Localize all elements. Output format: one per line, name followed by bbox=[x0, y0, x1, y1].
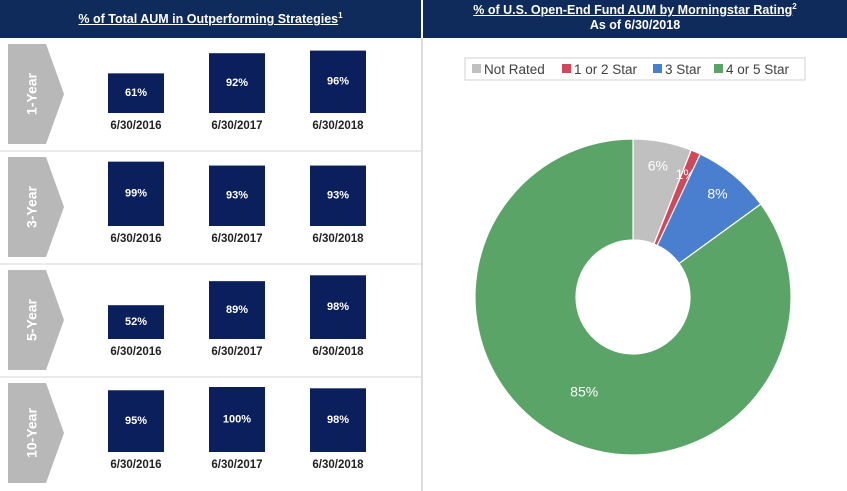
right-panel-header: % of U.S. Open-End Fund AUM by Morningst… bbox=[423, 0, 847, 38]
x-tick-label: 6/30/2018 bbox=[312, 346, 364, 358]
slice-value-label: 8% bbox=[707, 186, 727, 202]
bar bbox=[209, 387, 265, 452]
left-panel-title: % of Total AUM in Outperforming Strategi… bbox=[78, 12, 339, 26]
x-tick-label: 6/30/2016 bbox=[110, 346, 161, 358]
bar-value-label: 52% bbox=[125, 316, 147, 328]
legend-swatch bbox=[714, 64, 723, 73]
panel-divider bbox=[421, 38, 423, 491]
period-label: 5-Year bbox=[24, 298, 40, 341]
bar bbox=[310, 165, 366, 226]
legend-label: 3 Star bbox=[665, 62, 702, 77]
x-tick-label: 6/30/2016 bbox=[110, 459, 161, 471]
bar bbox=[108, 390, 164, 452]
period-arrow-shape bbox=[8, 157, 64, 257]
x-tick-label: 6/30/2017 bbox=[211, 459, 262, 471]
bar-value-label: 96% bbox=[327, 76, 349, 88]
right-panel-subtitle: As of 6/30/2018 bbox=[589, 18, 681, 32]
bar bbox=[310, 388, 366, 452]
x-tick-label: 6/30/2016 bbox=[110, 233, 161, 245]
legend-label: 1 or 2 Star bbox=[574, 62, 638, 77]
bar bbox=[209, 281, 265, 339]
slice-value-label: 85% bbox=[570, 383, 598, 399]
legend-box bbox=[464, 57, 806, 81]
bar-value-label: 93% bbox=[226, 190, 248, 202]
legend-swatch bbox=[562, 64, 571, 73]
bar-value-label: 98% bbox=[327, 301, 349, 313]
bar-value-label: 93% bbox=[327, 190, 349, 202]
x-tick-label: 6/30/2017 bbox=[211, 120, 262, 132]
period-label: 10-Year bbox=[24, 408, 40, 458]
bar bbox=[108, 161, 164, 226]
right-panel-title: % of U.S. Open-End Fund AUM by Morningst… bbox=[473, 3, 793, 17]
legend-swatch bbox=[472, 64, 481, 73]
bar bbox=[108, 73, 164, 113]
donut-slice bbox=[474, 138, 792, 456]
bar bbox=[310, 275, 366, 339]
bar bbox=[108, 305, 164, 339]
bar-value-label: 95% bbox=[125, 415, 147, 427]
left-panel-header: % of Total AUM in Outperforming Strategi… bbox=[0, 0, 421, 38]
bar-value-label: 89% bbox=[226, 304, 248, 316]
x-tick-label: 6/30/2017 bbox=[211, 233, 262, 245]
bar bbox=[209, 165, 265, 226]
x-tick-label: 6/30/2018 bbox=[312, 459, 364, 471]
bar-value-label: 92% bbox=[226, 77, 248, 89]
period-label: 3-Year bbox=[24, 185, 40, 228]
left-panel-footnote: 1 bbox=[338, 10, 343, 20]
right-panel-footnote: 2 bbox=[792, 1, 797, 11]
bar bbox=[209, 53, 265, 113]
x-tick-label: 6/30/2017 bbox=[211, 346, 262, 358]
bar bbox=[310, 50, 366, 113]
slice-value-label: 6% bbox=[648, 158, 668, 174]
x-tick-label: 6/30/2018 bbox=[312, 120, 364, 132]
legend-label: Not Rated bbox=[484, 62, 545, 77]
period-arrow-shape bbox=[8, 383, 64, 483]
period-arrow-shape bbox=[8, 270, 64, 370]
x-tick-label: 6/30/2018 bbox=[312, 233, 364, 245]
period-arrow-shape bbox=[8, 44, 64, 144]
period-label: 1-Year bbox=[24, 72, 40, 115]
bar-value-label: 99% bbox=[125, 188, 147, 200]
bar-value-label: 61% bbox=[125, 87, 147, 99]
legend-label: 4 or 5 Star bbox=[726, 62, 790, 77]
bar-value-label: 98% bbox=[327, 414, 349, 426]
bar-value-label: 100% bbox=[223, 413, 251, 425]
legend-swatch bbox=[653, 64, 662, 73]
x-tick-label: 6/30/2016 bbox=[110, 120, 161, 132]
